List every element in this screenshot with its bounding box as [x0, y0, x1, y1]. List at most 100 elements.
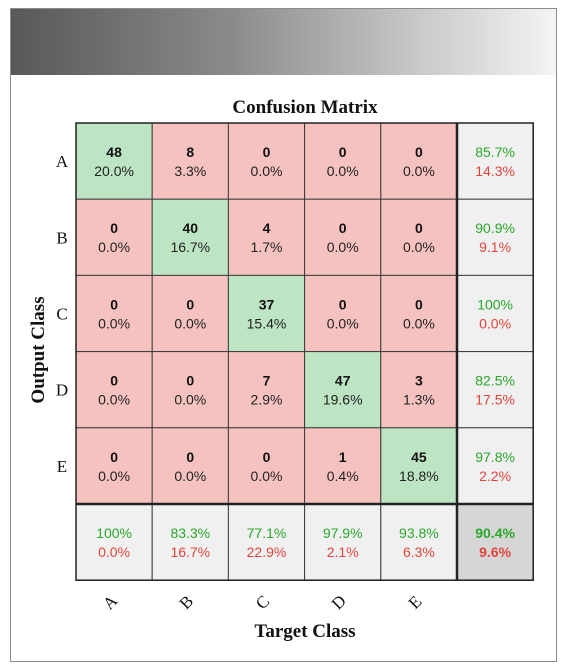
cell-count: 3 — [415, 373, 423, 389]
overall-accuracy-bg — [456, 503, 534, 581]
cell-percent: 0.0% — [98, 239, 130, 255]
row-summary-bg — [456, 427, 534, 505]
matrix-cell-bg — [151, 351, 229, 429]
matrix-cell: 0 0.0% — [151, 351, 229, 429]
row-summary-correct: 97.8% — [475, 449, 515, 465]
cell-percent: 0.0% — [403, 315, 435, 331]
matrix-cell: 40 16.7% — [151, 198, 229, 276]
cell-percent: 0.0% — [98, 315, 130, 331]
cell-percent: 3.3% — [174, 163, 206, 179]
cell-percent: 0.0% — [174, 468, 206, 484]
cell-count: 0 — [110, 220, 118, 236]
matrix-cell: 0 0.0% — [380, 122, 458, 200]
header-bar — [11, 9, 556, 75]
matrix-cell-bg — [151, 427, 229, 505]
row-summary-bg — [456, 198, 534, 276]
row-summary-cell: 100% 0.0% — [456, 274, 534, 353]
cell-count: 0 — [186, 373, 194, 389]
cell-count: 7 — [263, 373, 271, 389]
col-summary-wrong: 6.3% — [403, 544, 435, 560]
cell-percent: 19.6% — [323, 392, 363, 408]
matrix-cell-bg — [304, 427, 382, 505]
row-summary-wrong: 9.1% — [479, 239, 511, 255]
cell-percent: 0.0% — [327, 315, 359, 331]
col-tick-label: B — [176, 592, 197, 613]
cell-percent: 0.0% — [174, 392, 206, 408]
matrix-cell: 0 0.0% — [227, 427, 306, 505]
cell-percent: 0.0% — [174, 315, 206, 331]
matrix-cell: 47 19.6% — [304, 351, 382, 429]
overall-accuracy-cell: 90.4% 9.6% — [456, 503, 534, 581]
row-summary-cell: 85.7% 14.3% — [456, 122, 534, 200]
matrix-border — [75, 122, 534, 581]
matrix-cell: 45 18.8% — [380, 427, 458, 505]
matrix-cell-bg — [380, 351, 458, 429]
matrix-cell-bg — [151, 274, 229, 353]
matrix-cell: 0 0.0% — [227, 122, 306, 200]
cell-percent: 2.9% — [251, 392, 283, 408]
cell-count: 0 — [186, 296, 194, 312]
matrix-cell: 0 0.0% — [151, 274, 229, 353]
matrix-cell: 8 3.3% — [151, 122, 229, 200]
col-summary-bg — [304, 503, 382, 581]
cell-percent: 0.0% — [98, 392, 130, 408]
matrix-cell-bg — [227, 427, 306, 505]
matrix-cell-bg — [304, 351, 382, 429]
row-summary-wrong: 2.2% — [479, 468, 511, 484]
matrix-cell: 7 2.9% — [227, 351, 306, 429]
matrix-cell: 48 20.0% — [75, 122, 153, 200]
cell-count: 0 — [110, 296, 118, 312]
overall-correct: 90.4% — [475, 525, 515, 541]
cell-count: 0 — [110, 373, 118, 389]
confusion-matrix-chart: Confusion Matrix Output Class Target Cla… — [28, 97, 534, 642]
matrix-cell: 0 0.0% — [75, 351, 153, 429]
cell-percent: 1.3% — [403, 392, 435, 408]
cell-percent: 20.0% — [94, 163, 134, 179]
row-summary-correct: 82.5% — [475, 373, 515, 389]
col-tick-label: D — [328, 591, 350, 613]
cell-count: 0 — [415, 144, 423, 160]
cell-count: 0 — [339, 144, 347, 160]
cell-count: 1 — [339, 449, 347, 465]
col-summary-wrong: 22.9% — [247, 544, 287, 560]
row-tick-label: C — [56, 305, 67, 324]
col-summary-cell: 83.3% 16.7% — [151, 503, 229, 581]
col-tick-label: A — [99, 591, 122, 614]
cell-count: 0 — [110, 449, 118, 465]
matrix-cell-bg — [380, 122, 458, 200]
row-summary-wrong: 14.3% — [475, 163, 515, 179]
col-summary-correct: 97.9% — [323, 525, 363, 541]
row-summary-cell: 90.9% 9.1% — [456, 198, 534, 276]
matrix-cell-bg — [380, 427, 458, 505]
matrix-cell-bg — [227, 198, 306, 276]
cell-percent: 0.0% — [98, 468, 130, 484]
cell-percent: 0.0% — [403, 239, 435, 255]
cell-percent: 16.7% — [170, 239, 210, 255]
x-axis-label: Target Class — [254, 621, 355, 642]
col-summary-bg — [75, 503, 153, 581]
matrix-cell-bg — [380, 274, 458, 353]
cell-count: 0 — [263, 144, 271, 160]
cell-percent: 0.4% — [327, 468, 359, 484]
row-summary-bg — [456, 122, 534, 200]
cell-percent: 18.8% — [399, 468, 439, 484]
matrix-cell-bg — [380, 198, 458, 276]
matrix-cell: 0 0.0% — [304, 274, 382, 353]
col-summary-cell: 93.8% 6.3% — [380, 503, 458, 581]
cell-count: 0 — [339, 296, 347, 312]
matrix-cell: 37 15.4% — [227, 274, 306, 353]
col-summary-wrong: 2.1% — [327, 544, 359, 560]
row-summary-correct: 100% — [477, 296, 513, 312]
matrix-cell-bg — [75, 427, 153, 505]
matrix-cell-bg — [227, 274, 306, 353]
col-summary-cell: 100% 0.0% — [75, 503, 153, 581]
cell-percent: 0.0% — [327, 239, 359, 255]
matrix-cell: 0 0.0% — [380, 198, 458, 276]
cell-count: 45 — [411, 449, 427, 465]
row-summary-correct: 85.7% — [475, 144, 515, 160]
col-tick-label: C — [252, 592, 273, 613]
row-summary-cell: 82.5% 17.5% — [456, 351, 534, 429]
col-summary-correct: 100% — [96, 525, 132, 541]
matrix-cell: 3 1.3% — [380, 351, 458, 429]
cell-percent: 0.0% — [251, 468, 283, 484]
